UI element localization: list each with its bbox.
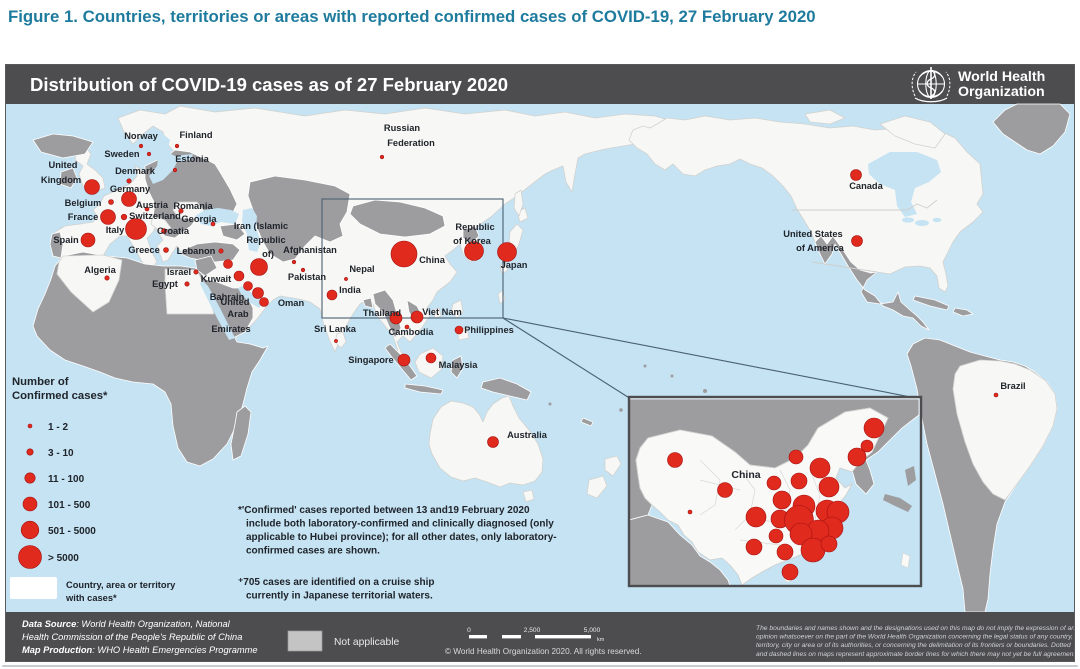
svg-text:Greece: Greece: [128, 245, 160, 255]
svg-text:include both laboratory-confir: include both laboratory-confirmed and cl…: [246, 519, 554, 530]
svg-text:Malaysia: Malaysia: [439, 360, 479, 370]
svg-text:Not applicable: Not applicable: [334, 637, 400, 648]
svg-text:Emirates: Emirates: [211, 324, 250, 334]
svg-text:Afghanistan: Afghanistan: [283, 245, 337, 255]
svg-text:Croatia: Croatia: [157, 226, 190, 236]
svg-text:United States: United States: [783, 229, 842, 239]
svg-text:Georgia: Georgia: [181, 214, 217, 224]
svg-text:Denmark: Denmark: [115, 166, 156, 176]
svg-text:2,500: 2,500: [524, 627, 541, 634]
svg-text:Oman: Oman: [278, 298, 305, 308]
svg-text:Map Production: WHO Health Eme: Map Production: WHO Health Emergencies P…: [22, 645, 258, 655]
svg-text:Austria: Austria: [136, 200, 169, 210]
svg-text:Pakistan: Pakistan: [288, 272, 327, 282]
svg-text:Philippines: Philippines: [464, 325, 514, 335]
svg-text:Singapore: Singapore: [348, 355, 393, 365]
svg-text:> 5000: > 5000: [48, 553, 79, 564]
svg-text:The boundaries and names shown: The boundaries and names shown and the d…: [756, 625, 1075, 632]
svg-text:Australia: Australia: [507, 430, 548, 440]
svg-text:Norway: Norway: [124, 131, 158, 141]
svg-text:km: km: [597, 637, 605, 643]
svg-text:Brazil: Brazil: [1000, 381, 1025, 391]
svg-text:Kuwait: Kuwait: [201, 274, 231, 284]
svg-text:India: India: [339, 285, 362, 295]
svg-text:Data Source: World Health Orga: Data Source: World Health Organization, …: [22, 619, 231, 629]
svg-text:France: France: [68, 212, 99, 222]
svg-text:Number of: Number of: [12, 376, 69, 388]
svg-text:Spain: Spain: [53, 235, 79, 245]
svg-text:501 - 5000: 501 - 5000: [48, 526, 96, 537]
svg-text:with cases*: with cases*: [65, 593, 117, 603]
svg-text:China: China: [731, 469, 760, 481]
svg-text:⁺705 cases are identified on a: ⁺705 cases are identified on a cruise sh…: [238, 577, 434, 588]
svg-text:Canada: Canada: [849, 181, 883, 191]
svg-text:Republic: Republic: [246, 235, 285, 245]
svg-text:Algeria: Algeria: [84, 265, 116, 275]
svg-text:Viet Nam: Viet Nam: [422, 307, 462, 317]
svg-text:Iran (Islamic: Iran (Islamic: [234, 221, 288, 231]
svg-text:Romania: Romania: [173, 201, 213, 211]
svg-text:Sri Lanka: Sri Lanka: [314, 324, 357, 334]
svg-text:and dashed lines on maps repre: and dashed lines on maps represent appro…: [756, 651, 1075, 658]
svg-text:Nepal: Nepal: [349, 264, 374, 274]
svg-text:3 - 10: 3 - 10: [48, 448, 74, 459]
svg-text:Egypt: Egypt: [152, 279, 178, 289]
svg-text:Distribution of COVID-19 cases: Distribution of COVID-19 cases as of 27 …: [30, 74, 508, 95]
svg-text:0: 0: [467, 627, 471, 634]
svg-text:Confirmed cases*: Confirmed cases*: [12, 390, 108, 402]
svg-text:© World Health Organization 20: © World Health Organization 2020. All ri…: [445, 647, 642, 656]
svg-text:Finland: Finland: [179, 130, 212, 140]
svg-text:Estonia: Estonia: [175, 154, 209, 164]
svg-text:Cambodia: Cambodia: [389, 327, 435, 337]
svg-text:Italy: Italy: [106, 225, 125, 235]
svg-text:Germany: Germany: [110, 184, 151, 194]
svg-text:applicable to Hubei province);: applicable to Hubei province); for all o…: [246, 532, 557, 543]
svg-text:Federation: Federation: [387, 138, 435, 148]
svg-text:of Korea: of Korea: [453, 236, 492, 246]
svg-text:confirmed cases are shown.: confirmed cases are shown.: [246, 546, 380, 557]
svg-text:United: United: [49, 160, 78, 170]
svg-text:Country, area or territory: Country, area or territory: [66, 580, 176, 590]
svg-text:101 - 500: 101 - 500: [48, 500, 91, 511]
svg-text:territory, city or area or of: territory, city or area or of its author…: [756, 642, 1071, 649]
svg-text:United: United: [221, 297, 250, 307]
svg-text:Israel: Israel: [167, 267, 191, 277]
svg-text:Kingdom: Kingdom: [41, 175, 81, 185]
svg-text:11 - 100: 11 - 100: [48, 474, 85, 485]
svg-text:Thailand: Thailand: [363, 308, 402, 318]
svg-text:Lebanon: Lebanon: [177, 246, 216, 256]
svg-text:Japan: Japan: [501, 260, 528, 270]
svg-text:1 - 2: 1 - 2: [48, 422, 68, 433]
svg-text:of): of): [262, 249, 274, 259]
svg-text:China: China: [419, 255, 446, 265]
svg-text:Russian: Russian: [384, 123, 420, 133]
svg-text:Sweden: Sweden: [104, 149, 139, 159]
svg-text:Republic: Republic: [455, 222, 494, 232]
svg-text:*'Confirmed' cases reported be: *'Confirmed' cases reported between 13 a…: [238, 505, 530, 516]
svg-text:of America: of America: [796, 243, 845, 253]
svg-text:Health Commission of the Peopl: Health Commission of the People's Republ…: [22, 632, 242, 642]
svg-text:currently in Japanese territor: currently in Japanese territorial waters…: [246, 591, 433, 602]
svg-text:Organization: Organization: [958, 84, 1045, 100]
svg-text:Bahrain: Bahrain: [210, 292, 245, 302]
svg-text:Arab: Arab: [227, 309, 249, 319]
svg-text:opinion whatsoever on the part: opinion whatsoever on the part of the Wo…: [756, 634, 1073, 641]
svg-text:5,000: 5,000: [584, 627, 601, 634]
svg-text:World Health: World Health: [958, 69, 1045, 85]
svg-text:Switzerland: Switzerland: [129, 211, 181, 221]
svg-text:Belgium: Belgium: [65, 198, 102, 208]
